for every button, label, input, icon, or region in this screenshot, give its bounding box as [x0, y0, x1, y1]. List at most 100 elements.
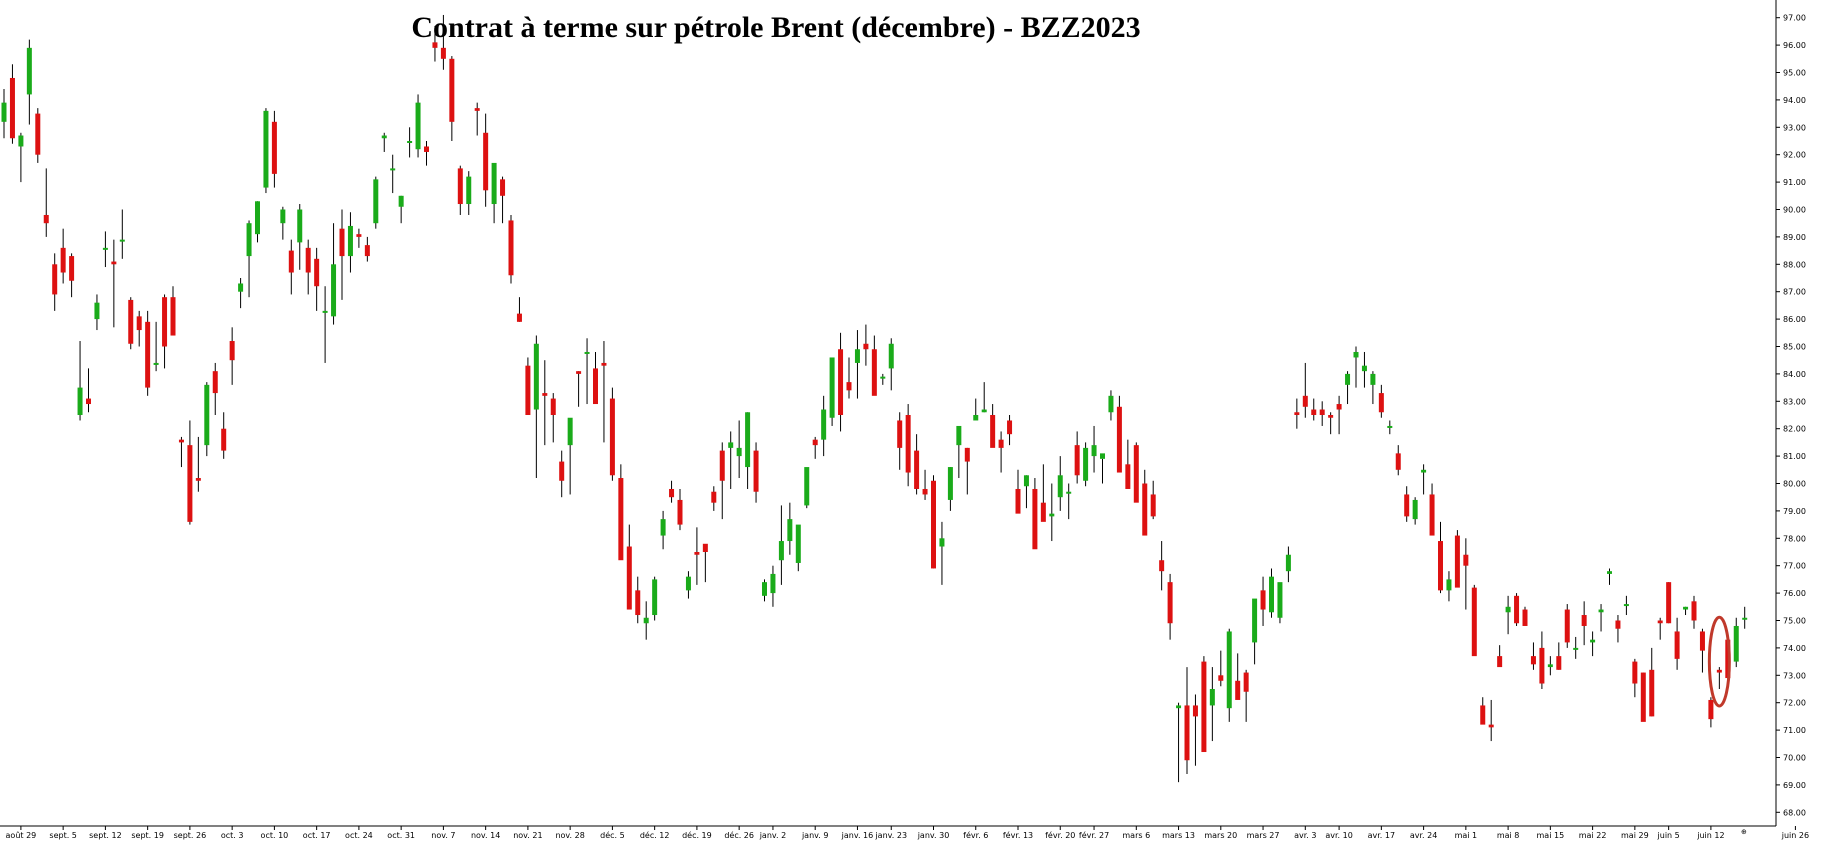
candle-body [102, 247, 108, 250]
candle-body [1480, 705, 1486, 725]
candle [364, 236, 370, 262]
candle [880, 373, 886, 385]
candle-body [1454, 535, 1460, 588]
candle [1514, 593, 1520, 626]
candle [669, 480, 675, 503]
candle-body [1201, 661, 1207, 753]
candle-body [601, 362, 607, 366]
candle-body [153, 362, 159, 365]
candle-body [1463, 554, 1469, 566]
candle-body [635, 590, 641, 616]
x-tick-label: sept. 12 [89, 831, 122, 840]
candle [677, 488, 683, 531]
candle [128, 297, 134, 350]
candle-body [457, 168, 463, 205]
y-tick-label: 69.00 [1783, 781, 1806, 790]
candle-body [1370, 373, 1376, 385]
candle [1201, 656, 1207, 753]
candle-body [728, 442, 734, 448]
x-tick-label: sept. 5 [49, 831, 76, 840]
candle-body [1243, 672, 1249, 692]
y-tick-label: 95.00 [1783, 69, 1806, 78]
candle [1708, 697, 1714, 728]
x-tick-label: juin 26 [1781, 831, 1809, 840]
candle-body [1657, 620, 1663, 624]
x-tick-label: janv. 9 [801, 831, 828, 840]
candle-body [271, 121, 277, 174]
candle-body [981, 409, 987, 413]
candle-body [973, 415, 979, 421]
candle-body [998, 439, 1004, 448]
candle [1133, 442, 1139, 503]
candle [745, 412, 751, 489]
y-tick-label: 86.00 [1783, 315, 1806, 324]
x-tick-label: févr. 6 [963, 830, 988, 840]
candle [255, 201, 260, 243]
candle-body [685, 576, 691, 591]
candle [407, 127, 413, 158]
candle-body [1471, 587, 1477, 657]
candle-body [221, 428, 227, 451]
candle-body [1209, 689, 1215, 706]
candle [728, 431, 734, 489]
candle-body [331, 264, 337, 317]
candle [770, 565, 776, 607]
candle-body [305, 247, 311, 273]
candle [1615, 615, 1621, 643]
y-tick-label: 79.00 [1783, 507, 1806, 516]
candle-body [1116, 406, 1122, 473]
candle [1311, 398, 1317, 421]
candle-body [1184, 705, 1190, 761]
candle-body [1074, 445, 1080, 476]
candle [964, 447, 970, 495]
candle [432, 25, 438, 62]
candle [331, 223, 337, 325]
x-tick-label: mai 15 [1537, 831, 1565, 840]
candle-body [964, 447, 970, 462]
candle [1471, 584, 1477, 657]
candle-body [1319, 409, 1325, 415]
x-tick-label: sept. 19 [131, 831, 164, 840]
candle-body [170, 297, 176, 336]
candle-body [956, 425, 962, 446]
candle [1269, 568, 1274, 618]
candle [1328, 412, 1334, 435]
x-tick-label: oct. 3 [221, 831, 244, 840]
candle-body [871, 349, 877, 396]
candle [956, 425, 962, 479]
candle [1454, 530, 1460, 588]
candle [119, 209, 125, 259]
y-tick-label: 72.00 [1783, 699, 1806, 708]
candle-body [812, 439, 818, 446]
candle [795, 524, 801, 572]
candle-body [1632, 661, 1638, 684]
candle-body [1607, 571, 1612, 574]
candle-body [1539, 647, 1545, 684]
candle-body [736, 447, 742, 457]
candle [271, 110, 277, 188]
y-tick-label: 85.00 [1783, 343, 1806, 352]
candle-body [440, 47, 446, 59]
candle-body [187, 445, 193, 522]
candle [829, 357, 835, 426]
y-tick-label: 96.00 [1783, 41, 1806, 50]
candle-body [474, 108, 480, 111]
candle-body [1691, 601, 1697, 621]
candle [238, 278, 244, 309]
candle-body [1150, 494, 1156, 517]
candle [43, 168, 49, 237]
candle [136, 310, 142, 347]
candle [1015, 469, 1021, 514]
candle [1412, 497, 1418, 525]
x-tick-label: mai 29 [1621, 831, 1649, 840]
candle [1108, 390, 1114, 421]
candle [153, 321, 159, 372]
candle [609, 387, 615, 481]
candle [871, 335, 877, 396]
candle [1218, 650, 1224, 687]
candle [1497, 645, 1503, 668]
candle [178, 436, 184, 468]
candle [35, 108, 41, 163]
x-tick-label: nov. 7 [431, 831, 455, 840]
candle [854, 330, 860, 399]
